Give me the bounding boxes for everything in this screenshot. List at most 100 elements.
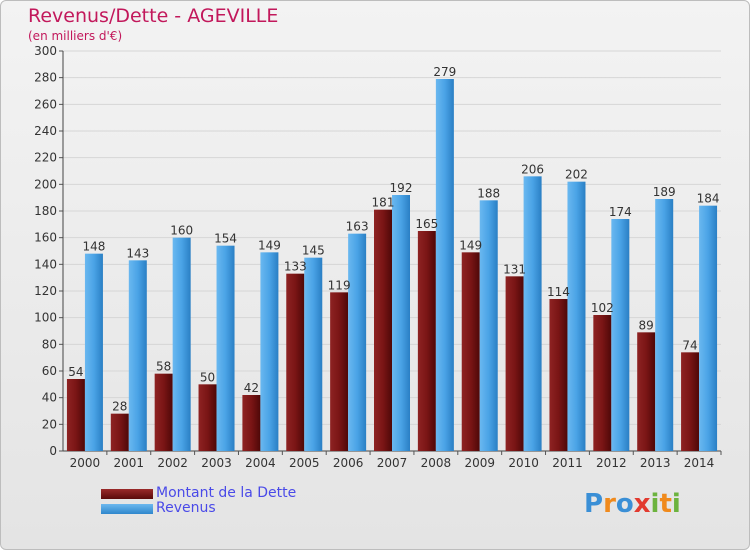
x-tick-label: 2014 — [684, 456, 715, 470]
bar-debt — [330, 292, 349, 451]
bars — [66, 79, 718, 452]
bar-debt — [198, 384, 217, 451]
data-label-debt: 119 — [328, 278, 351, 292]
data-label-revenue: 206 — [521, 162, 544, 176]
bar-revenue — [172, 237, 191, 451]
bar-revenue — [567, 181, 586, 451]
chart-title: Revenus/Dette - AGEVILLE — [28, 5, 279, 27]
data-label-debt: 28 — [112, 400, 127, 414]
data-label-debt: 89 — [639, 318, 654, 332]
data-labels: 5414828143581605015442149133145119163181… — [68, 65, 719, 414]
data-label-debt: 181 — [372, 196, 395, 210]
data-label-revenue: 189 — [653, 185, 676, 199]
data-label-revenue: 160 — [170, 224, 193, 238]
data-label-revenue: 163 — [346, 220, 369, 234]
y-tick-label: 220 — [34, 151, 57, 165]
legend-label-revenue: Revenus — [156, 500, 216, 516]
proxiti-logo: Proxiti — [584, 489, 681, 519]
data-label-revenue: 143 — [126, 246, 149, 260]
data-label-debt: 58 — [156, 360, 171, 374]
data-label-revenue: 279 — [433, 65, 456, 79]
data-label-revenue: 174 — [609, 205, 632, 219]
axes: 0 20 40 60 80 100 120 140 160 180 200 220 240 260 280 3… — [34, 44, 722, 470]
x-tick-label: 2002 — [157, 456, 188, 470]
x-tick-label: 2000 — [70, 456, 101, 470]
data-label-debt: 54 — [68, 365, 83, 379]
bar-revenue — [128, 260, 147, 451]
data-label-revenue: 145 — [302, 244, 325, 258]
data-label-debt: 165 — [415, 217, 438, 231]
bar-revenue — [523, 176, 542, 452]
bar-revenue — [435, 79, 454, 451]
bar-debt — [154, 373, 173, 451]
y-tick-label: 140 — [34, 257, 57, 271]
legend-label-debt: Montant de la Dette — [156, 485, 297, 501]
x-tick-label: 2005 — [289, 456, 320, 470]
bar-revenue — [304, 257, 323, 451]
data-label-revenue: 184 — [697, 192, 720, 206]
bar-debt — [549, 299, 568, 451]
y-tick-label: 280 — [34, 71, 57, 85]
bar-debt — [110, 413, 129, 451]
bar-debt — [681, 352, 700, 451]
legend-swatch-debt — [101, 489, 153, 499]
data-label-revenue: 149 — [258, 238, 281, 252]
data-label-debt: 74 — [682, 338, 697, 352]
bar-revenue — [611, 219, 630, 451]
y-tick-label: 0 — [49, 444, 57, 458]
data-label-revenue: 154 — [214, 232, 237, 246]
data-label-debt: 114 — [547, 285, 570, 299]
y-tick-label: 160 — [34, 231, 57, 245]
bar-debt — [461, 252, 480, 451]
x-tick-label: 2001 — [114, 456, 145, 470]
data-label-debt: 149 — [459, 238, 482, 252]
x-tick-label: 2012 — [596, 456, 627, 470]
y-tick-label: 120 — [34, 284, 57, 298]
y-tick-label: 40 — [42, 391, 57, 405]
data-label-revenue: 192 — [390, 181, 413, 195]
bar-revenue — [699, 205, 718, 451]
y-tick-label: 260 — [34, 97, 57, 111]
x-tick-label: 2008 — [421, 456, 452, 470]
x-tick-label: 2004 — [245, 456, 276, 470]
data-label-debt: 50 — [200, 370, 215, 384]
bar-debt — [286, 273, 305, 451]
x-tick-label: 2006 — [333, 456, 364, 470]
bar-debt — [505, 276, 524, 451]
bar-debt — [593, 315, 612, 451]
bar-revenue — [348, 233, 367, 451]
bar-revenue — [655, 199, 674, 451]
data-label-debt: 42 — [244, 381, 259, 395]
chart-subtitle: (en milliers d'€) — [28, 29, 123, 43]
data-label-revenue: 188 — [477, 186, 500, 200]
y-tick-label: 20 — [42, 417, 57, 431]
data-label-debt: 131 — [503, 262, 526, 276]
data-label-debt: 133 — [284, 260, 307, 274]
bar-revenue — [260, 252, 279, 451]
data-label-debt: 102 — [591, 301, 614, 315]
data-label-revenue: 202 — [565, 168, 588, 182]
y-tick-label: 100 — [34, 311, 57, 325]
y-tick-label: 60 — [42, 364, 57, 378]
y-tick-label: 80 — [42, 337, 57, 351]
x-tick-label: 2003 — [201, 456, 232, 470]
legend-swatch-revenue — [101, 504, 153, 514]
data-label-revenue: 148 — [82, 240, 105, 254]
y-tick-label: 200 — [34, 177, 57, 191]
x-tick-label: 2009 — [464, 456, 495, 470]
bar-revenue — [216, 245, 235, 451]
x-tick-label: 2011 — [552, 456, 583, 470]
bar-revenue — [479, 200, 498, 451]
bar-revenue — [392, 195, 410, 451]
bar-debt — [637, 332, 656, 451]
bar-debt — [66, 379, 85, 451]
y-tick-label: 300 — [34, 44, 57, 58]
bar-debt — [374, 209, 392, 451]
bar-debt — [242, 395, 261, 451]
bar-revenue — [84, 253, 103, 451]
x-tick-label: 2013 — [640, 456, 671, 470]
y-tick-label: 180 — [34, 204, 57, 218]
x-tick-label: 2010 — [508, 456, 539, 470]
